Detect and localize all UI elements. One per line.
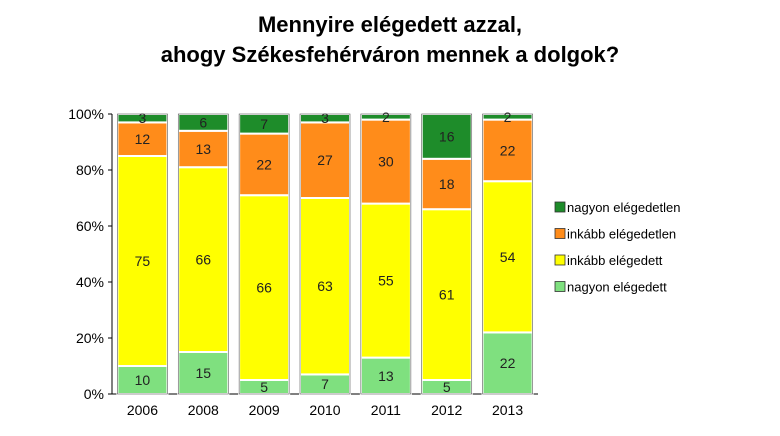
data-label: 66 xyxy=(195,252,211,268)
y-tick-label: 80% xyxy=(76,162,104,178)
bar-outline xyxy=(421,113,473,395)
data-label: 10 xyxy=(135,372,151,388)
bar-outline xyxy=(360,113,412,395)
data-label: 2 xyxy=(504,109,512,125)
data-label: 3 xyxy=(139,110,147,126)
data-label: 15 xyxy=(195,365,211,381)
chart-title-line-1: Mennyire elégedett azzal, xyxy=(257,12,523,37)
legend-swatch xyxy=(554,254,566,266)
x-tick-label: 2011 xyxy=(371,402,401,418)
data-label: 66 xyxy=(256,280,272,296)
bar-outline xyxy=(238,113,290,395)
data-label: 13 xyxy=(378,368,394,384)
x-tick-label: 2010 xyxy=(309,402,340,418)
bar-segment xyxy=(481,331,534,395)
y-tick-label: 100% xyxy=(68,106,104,122)
data-label: 30 xyxy=(378,154,394,170)
data-label: 6 xyxy=(199,114,207,130)
legend-swatch xyxy=(554,228,566,239)
data-label: 12 xyxy=(135,131,151,147)
bar-segment xyxy=(238,194,291,381)
data-label: 2 xyxy=(382,109,390,125)
chart-title: Mennyire elégedett azzal, ahogy Székesfe… xyxy=(0,10,780,70)
data-label: 61 xyxy=(439,287,455,303)
bar-segment xyxy=(359,356,412,396)
data-label: 54 xyxy=(500,249,516,265)
bar-outline xyxy=(177,113,229,395)
data-label: 16 xyxy=(439,128,455,144)
legend-label: inkább elégedett xyxy=(567,253,663,268)
y-tick-label: 60% xyxy=(76,218,104,234)
data-label: 75 xyxy=(135,253,151,269)
legend-swatch xyxy=(554,201,566,213)
data-label: 18 xyxy=(439,176,455,192)
chart-title-line-2: ahogy Székesfehérváron mennek a dolgok? xyxy=(160,42,620,67)
y-tick-label: 0% xyxy=(84,386,104,402)
data-label: 22 xyxy=(256,156,272,172)
data-label: 22 xyxy=(500,142,516,158)
bar-segment xyxy=(359,202,412,359)
data-label: 22 xyxy=(500,355,516,371)
data-label: 55 xyxy=(378,273,394,289)
x-tick-label: 2012 xyxy=(431,402,462,418)
x-tick-label: 2008 xyxy=(188,402,219,418)
data-label: 63 xyxy=(317,278,333,294)
legend-label: inkább elégedetlen xyxy=(567,227,676,242)
bar-outline xyxy=(117,113,168,395)
data-label: 5 xyxy=(443,379,451,395)
data-label: 7 xyxy=(260,116,268,132)
x-tick-label: 2006 xyxy=(127,402,158,418)
y-tick-label: 20% xyxy=(76,330,104,346)
data-label: 27 xyxy=(317,152,333,168)
y-tick-label: 40% xyxy=(76,274,104,290)
data-label: 3 xyxy=(321,110,329,126)
bar-outline xyxy=(299,113,351,395)
data-label: 13 xyxy=(195,141,211,157)
x-tick-label: 2013 xyxy=(492,402,523,418)
legend-label: nagyon elégedett xyxy=(567,280,667,295)
x-tick-label: 2009 xyxy=(249,402,280,418)
legend-swatch xyxy=(554,281,566,292)
data-label: 7 xyxy=(321,376,329,392)
data-label: 5 xyxy=(260,379,268,395)
legend-label: nagyon elégedetlen xyxy=(567,200,681,215)
bar-outline xyxy=(482,113,533,395)
